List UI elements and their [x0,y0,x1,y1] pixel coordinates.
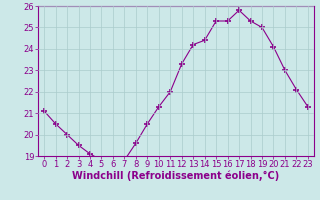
X-axis label: Windchill (Refroidissement éolien,°C): Windchill (Refroidissement éolien,°C) [72,171,280,181]
